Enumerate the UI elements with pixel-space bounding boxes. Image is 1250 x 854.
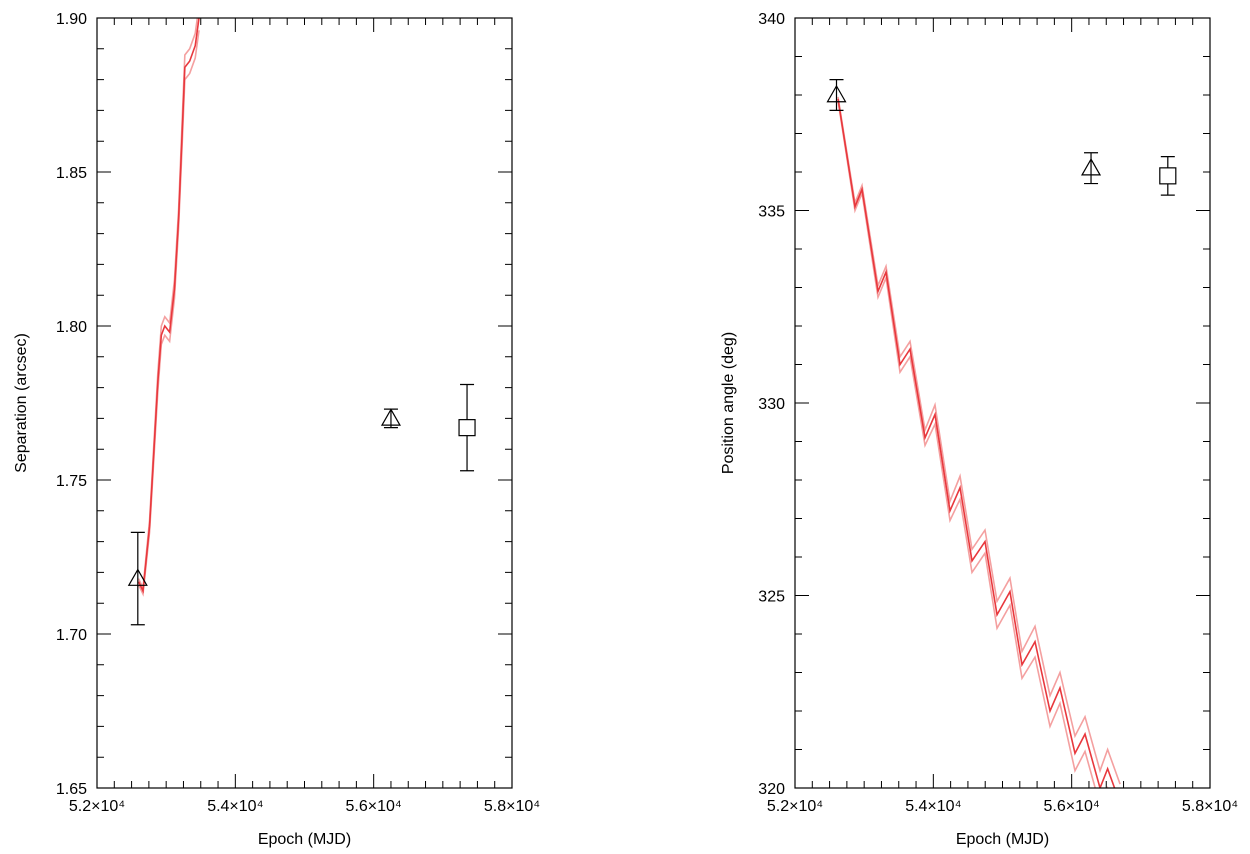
- model-curve: [837, 100, 1109, 788]
- y-tick-label: 1.85: [56, 165, 87, 182]
- y-tick-label: 330: [758, 396, 785, 413]
- data-point: [826, 79, 847, 111]
- x-axis-label: Epoch (MJD): [258, 831, 351, 848]
- x-tick-label: 5.2×10⁴: [767, 798, 823, 815]
- triangle-marker: [1080, 157, 1102, 176]
- data-point: [1080, 152, 1102, 185]
- y-tick-label: 1.75: [56, 473, 87, 490]
- panel: 5.2×10⁴ 5.4×10⁴ 5.6×10⁴ 5.8×10⁴ 1.65 1.70 1.75…: [13, 11, 540, 848]
- model-curve: [137, 18, 199, 591]
- panel: 5.2×10⁴ 5.4×10⁴ 5.6×10⁴ 5.8×10⁴ 320 325 330 335…: [720, 11, 1238, 848]
- y-tick-label: 1.65: [56, 781, 87, 798]
- x-axis-label: Epoch (MJD): [956, 831, 1049, 848]
- y-tick-label: 320: [758, 781, 785, 798]
- plot-frame: [794, 17, 1211, 789]
- square-marker: [1159, 167, 1177, 185]
- square-marker: [458, 419, 476, 437]
- model-curve: [137, 18, 200, 594]
- data-point: [380, 408, 401, 429]
- error-bar: [829, 79, 844, 111]
- y-axis-label: Position angle (deg): [720, 332, 737, 474]
- triangle-marker: [127, 568, 148, 586]
- error-bar: [1084, 152, 1099, 185]
- plot-area: [137, 18, 200, 597]
- model-curve: [137, 30, 200, 597]
- data-point: [458, 383, 476, 472]
- y-tick-label: 1.70: [56, 627, 87, 644]
- y-tick-label: 1.80: [56, 319, 87, 336]
- x-tick-label: 5.4×10⁴: [207, 798, 263, 815]
- y-tick-label: 1.90: [56, 11, 87, 28]
- x-tick-label: 5.2×10⁴: [69, 798, 125, 815]
- triangle-marker: [380, 408, 401, 426]
- x-tick-label: 5.8×10⁴: [484, 798, 540, 815]
- plot-area: [837, 96, 1121, 788]
- x-tick-label: 5.8×10⁴: [1182, 798, 1238, 815]
- data-point: [1159, 156, 1177, 196]
- y-tick-label: 335: [758, 204, 785, 221]
- triangle-marker: [826, 84, 847, 103]
- error-bar: [130, 531, 145, 626]
- model-curve: [837, 96, 1121, 785]
- data-point: [127, 531, 148, 626]
- x-tick-label: 5.6×10⁴: [1044, 798, 1100, 815]
- y-tick-label: 325: [758, 589, 785, 606]
- y-axis-label: Separation (arcsec): [13, 333, 30, 473]
- plot-frame: [96, 17, 513, 789]
- x-tick-label: 5.6×10⁴: [346, 798, 402, 815]
- y-tick-label: 340: [758, 11, 785, 28]
- model-curve: [837, 98, 1116, 788]
- x-tick-label: 5.4×10⁴: [905, 798, 961, 815]
